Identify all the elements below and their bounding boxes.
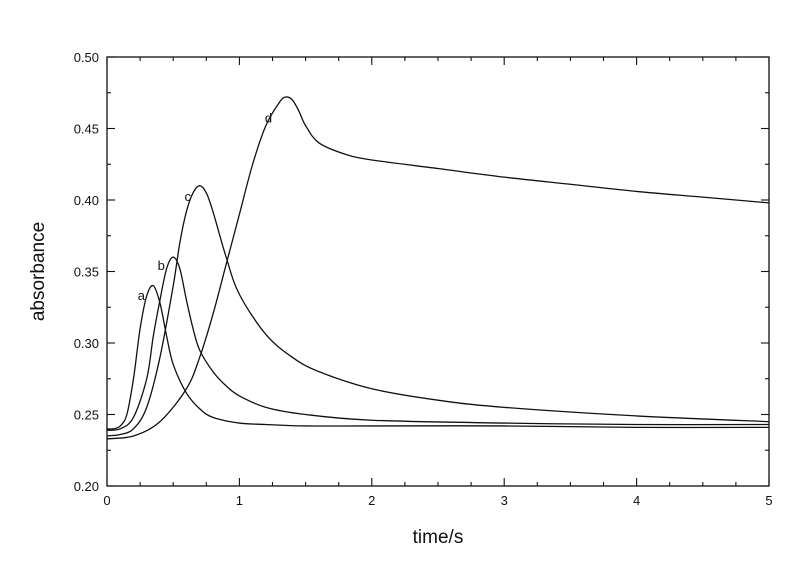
series-label-c: c	[185, 189, 192, 204]
x-tick-label: 0	[103, 493, 110, 508]
series-line-c	[106, 185, 770, 437]
series-line-a	[106, 284, 770, 430]
series-line-b	[106, 256, 770, 431]
series-lines	[106, 96, 770, 440]
y-tick-label: 0.25	[74, 408, 99, 423]
x-tick-label: 4	[633, 493, 640, 508]
series-labels: ab c d	[138, 110, 272, 302]
y-tick-label: 0.45	[74, 122, 99, 137]
y-tick-label: 0.30	[74, 336, 99, 351]
y-tick-label: 0.50	[74, 50, 99, 65]
x-tick-label: 2	[368, 493, 375, 508]
x-tick-label: 5	[765, 493, 772, 508]
y-tick-label: 0.40	[74, 193, 99, 208]
y-axis-label: absorbance	[28, 222, 49, 321]
x-axis-label: time/s	[413, 527, 464, 548]
series-label-b: b	[158, 258, 165, 273]
series-label-a: a	[138, 288, 146, 303]
y-tick-label: 0.20	[74, 479, 99, 494]
plot-frame	[106, 56, 770, 487]
axis-tick-labels: 0 1 2 3 4 5 0.20 0.25 0.30 0.35 0.40 0.45 0.50	[74, 50, 773, 508]
series-label-d: d	[265, 110, 272, 125]
series-line-d	[106, 96, 770, 440]
x-tick-label: 3	[501, 493, 508, 508]
x-tick-label: 1	[236, 493, 243, 508]
y-tick-label: 0.35	[74, 265, 99, 280]
